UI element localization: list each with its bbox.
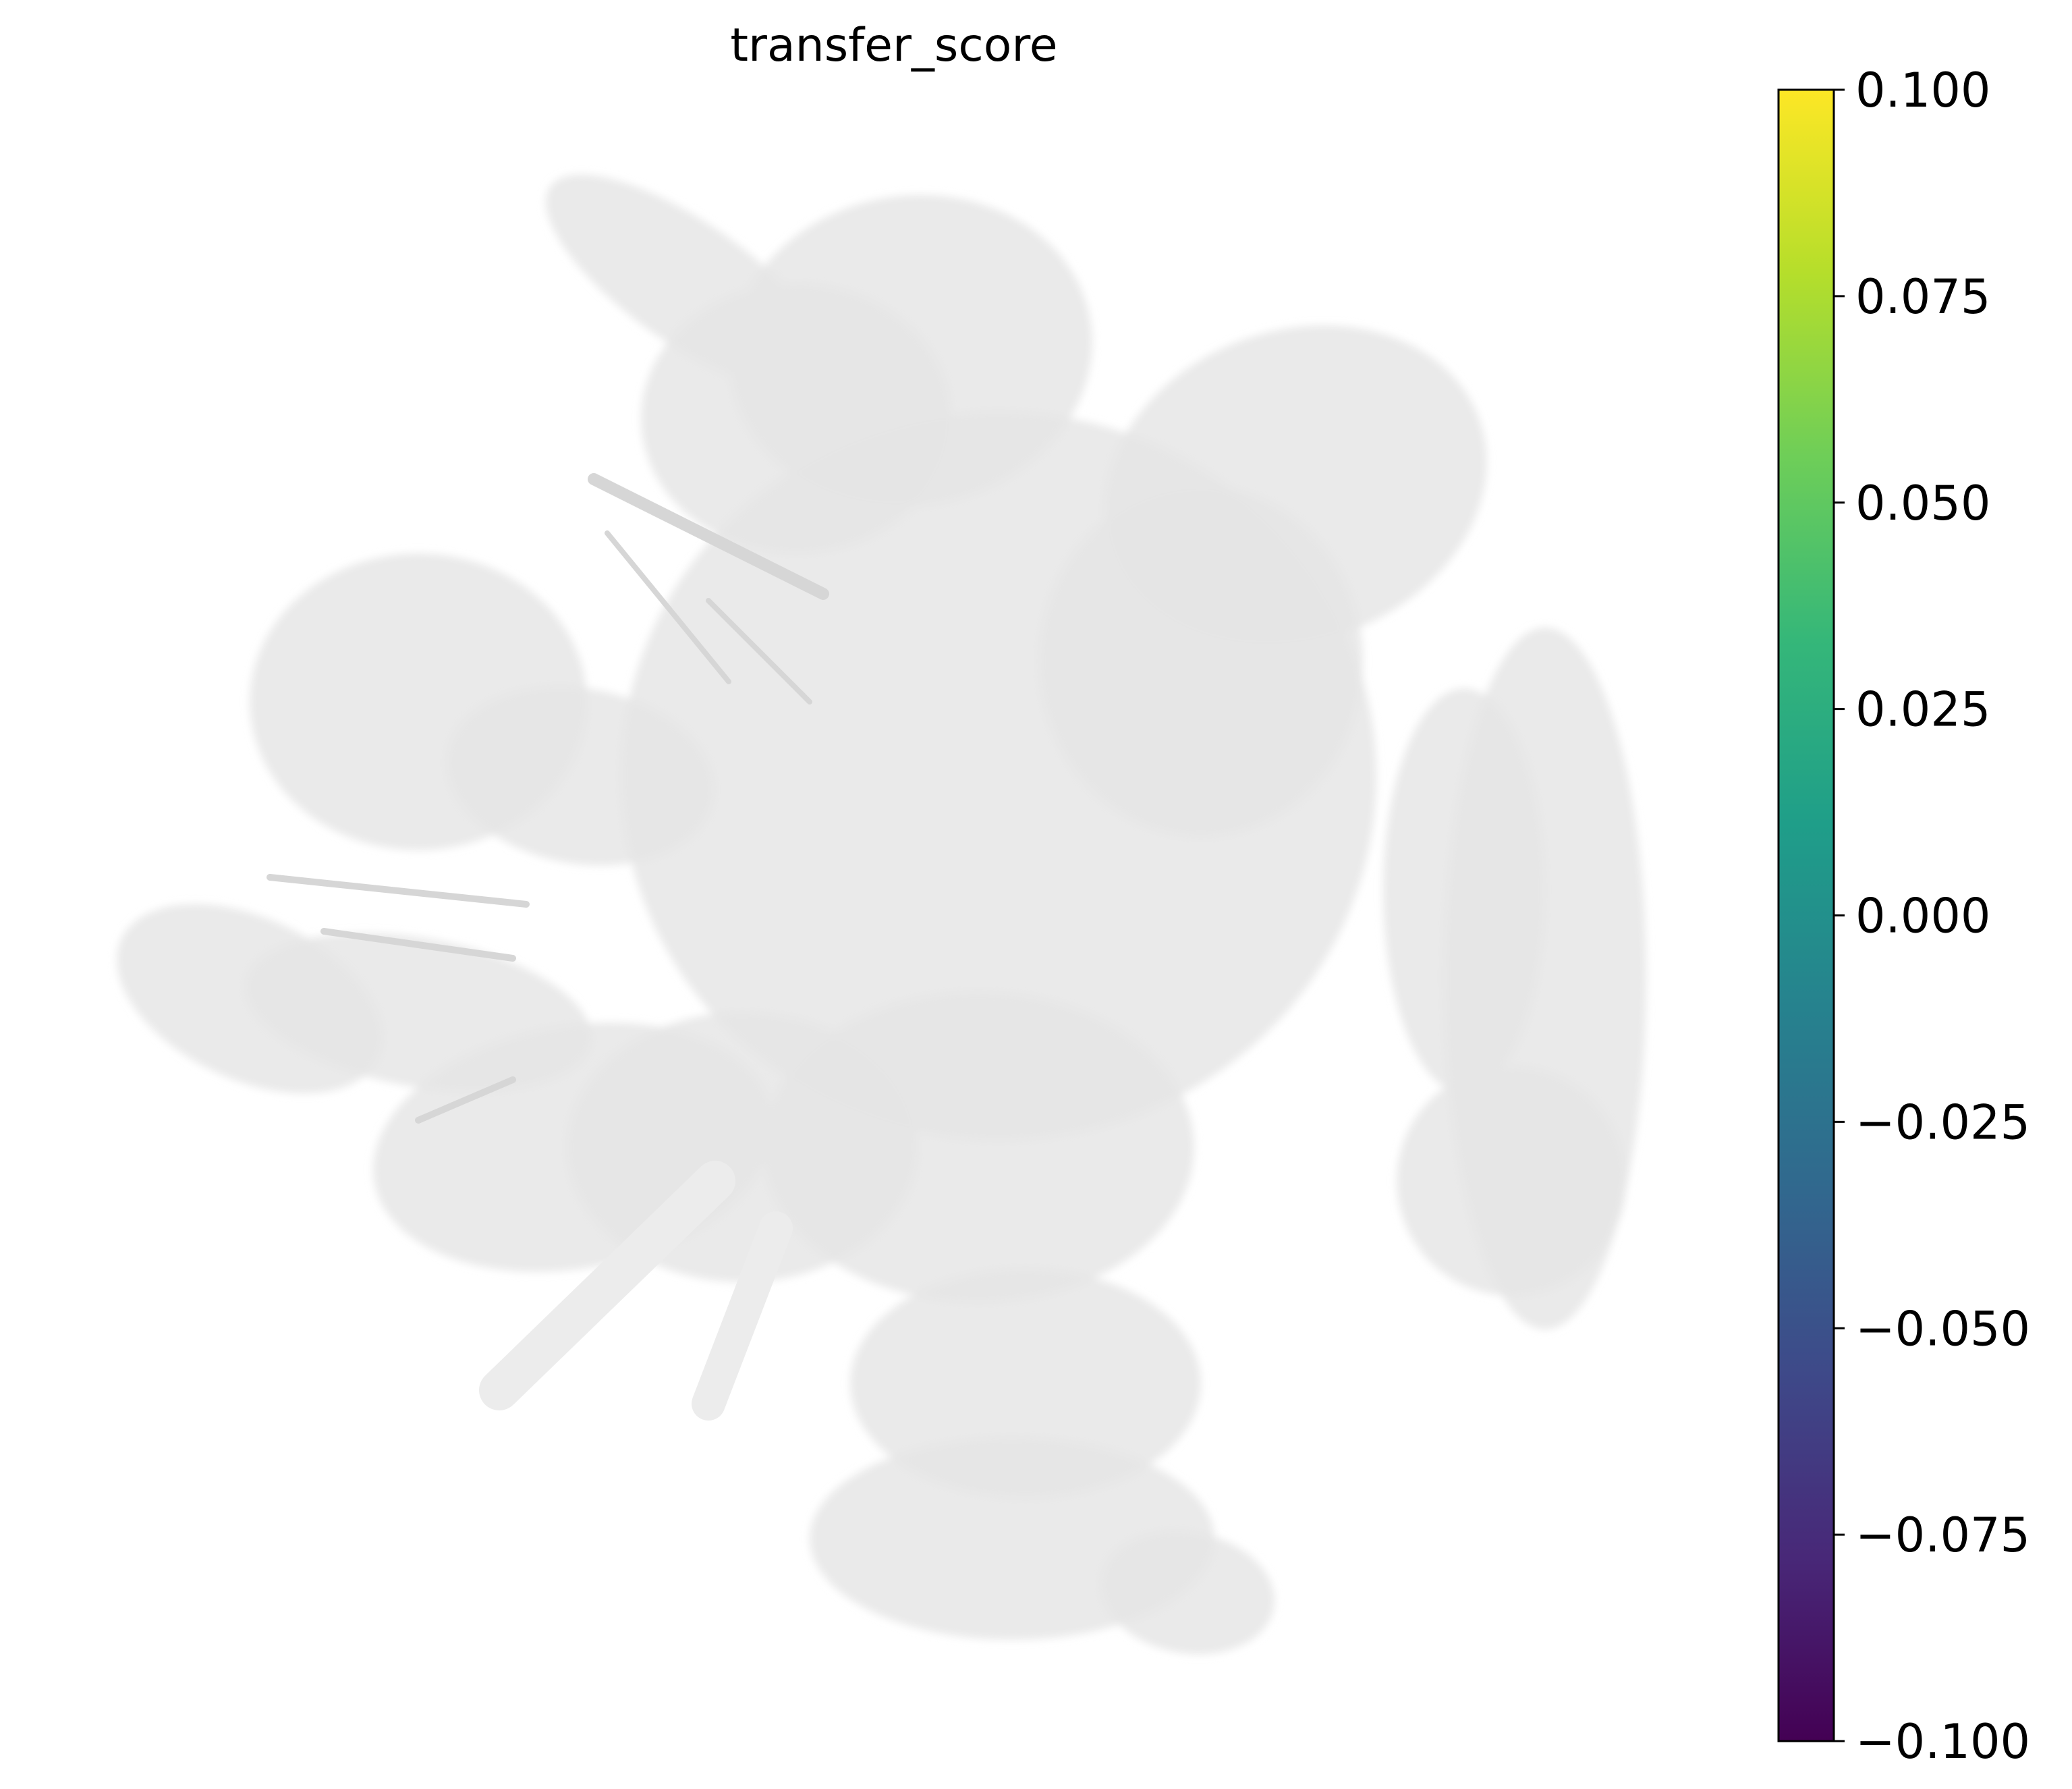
point-streak — [415, 1076, 516, 1124]
colorbar-tick-label: 0.025 — [1855, 682, 1990, 738]
point-streak — [605, 530, 731, 684]
point-cluster — [446, 686, 715, 866]
cell-point-streaks — [267, 473, 829, 1421]
point-cluster — [1100, 1531, 1275, 1655]
point-streak — [320, 928, 516, 962]
point-streak — [706, 598, 812, 705]
point-streak — [588, 473, 829, 600]
chart-title: transfer_score — [730, 19, 1058, 72]
point-cluster — [545, 174, 831, 393]
umap-scatter-plot — [117, 174, 1646, 1655]
colorbar-gradient — [1777, 88, 1835, 1742]
point-cluster — [1397, 1066, 1626, 1296]
point-cluster — [762, 992, 1194, 1302]
colorbar-tick-label: 0.075 — [1855, 269, 1990, 325]
cell-point-cloud — [117, 174, 1646, 1655]
colorbar-tick-label: 0.100 — [1855, 63, 1990, 118]
colorbar-tick-label: 0.000 — [1855, 889, 1990, 944]
point-streak — [267, 874, 530, 908]
point-cluster — [850, 1269, 1201, 1498]
colorbar-tick-label: −0.100 — [1855, 1714, 2030, 1769]
colorbar-tick-label: −0.025 — [1855, 1095, 2030, 1150]
point-streak — [479, 1161, 735, 1410]
point-streak — [692, 1211, 793, 1421]
colorbar-tick-label: 0.050 — [1855, 476, 1990, 531]
colorbar-tick-label: −0.075 — [1855, 1508, 2030, 1563]
colorbar-ticks: 0.100 0.075 0.050 0.025 0.000 −0.025 −0.050 −0.… — [1834, 63, 2030, 1769]
point-cluster — [1383, 688, 1545, 1093]
point-cluster — [1039, 486, 1363, 837]
colorbar-tick-label: −0.050 — [1855, 1301, 2030, 1356]
